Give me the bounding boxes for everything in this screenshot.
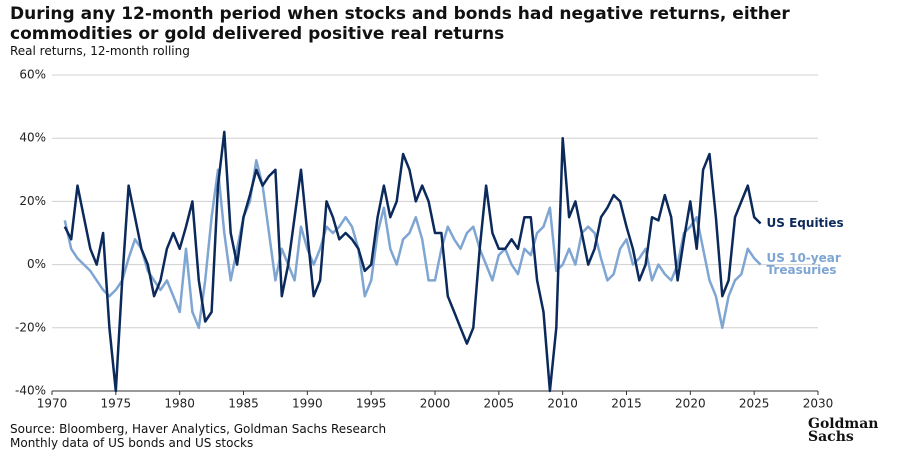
x-tick-label: 1970 xyxy=(37,397,68,411)
x-tick-label: 2010 xyxy=(547,397,578,411)
y-tick-label: -40% xyxy=(15,384,46,398)
x-tick-label: 2025 xyxy=(739,397,770,411)
chart-title: During any 12-month period when stocks a… xyxy=(10,4,790,44)
x-tick-label: 2030 xyxy=(803,397,834,411)
chart-subtitle: Real returns, 12-month rolling xyxy=(10,44,190,58)
x-tick-label: 1985 xyxy=(228,397,259,411)
x-tick-label: 2000 xyxy=(420,397,451,411)
legend-label: US 10-year Treasuries xyxy=(766,250,841,277)
note: Monthly data of US bonds and US stocks xyxy=(10,436,254,450)
x-tick-label: 1995 xyxy=(356,397,387,411)
y-tick-label: 60% xyxy=(19,68,46,82)
x-tick-label: 1980 xyxy=(164,397,195,411)
x-tick-label: 1975 xyxy=(101,397,132,411)
y-tick-label: 0% xyxy=(27,257,46,271)
series-line xyxy=(63,130,762,393)
x-tick-label: 2015 xyxy=(611,397,642,411)
source: Source: Bloomberg, Haver Analytics, Gold… xyxy=(10,422,387,436)
logo-line: Sachs xyxy=(808,429,854,445)
x-tick-label: 1990 xyxy=(292,397,323,411)
y-tick-label: -20% xyxy=(15,320,46,334)
y-tick-label: 40% xyxy=(19,131,46,145)
x-tick-label: 2020 xyxy=(675,397,706,411)
legend-label: US Equities xyxy=(766,215,844,230)
logo-line: Goldman xyxy=(808,416,879,432)
x-tick-label: 2005 xyxy=(484,397,515,411)
series-line xyxy=(63,159,762,330)
y-tick-label: 20% xyxy=(19,194,46,208)
logo: Goldman Sachs xyxy=(808,416,879,445)
